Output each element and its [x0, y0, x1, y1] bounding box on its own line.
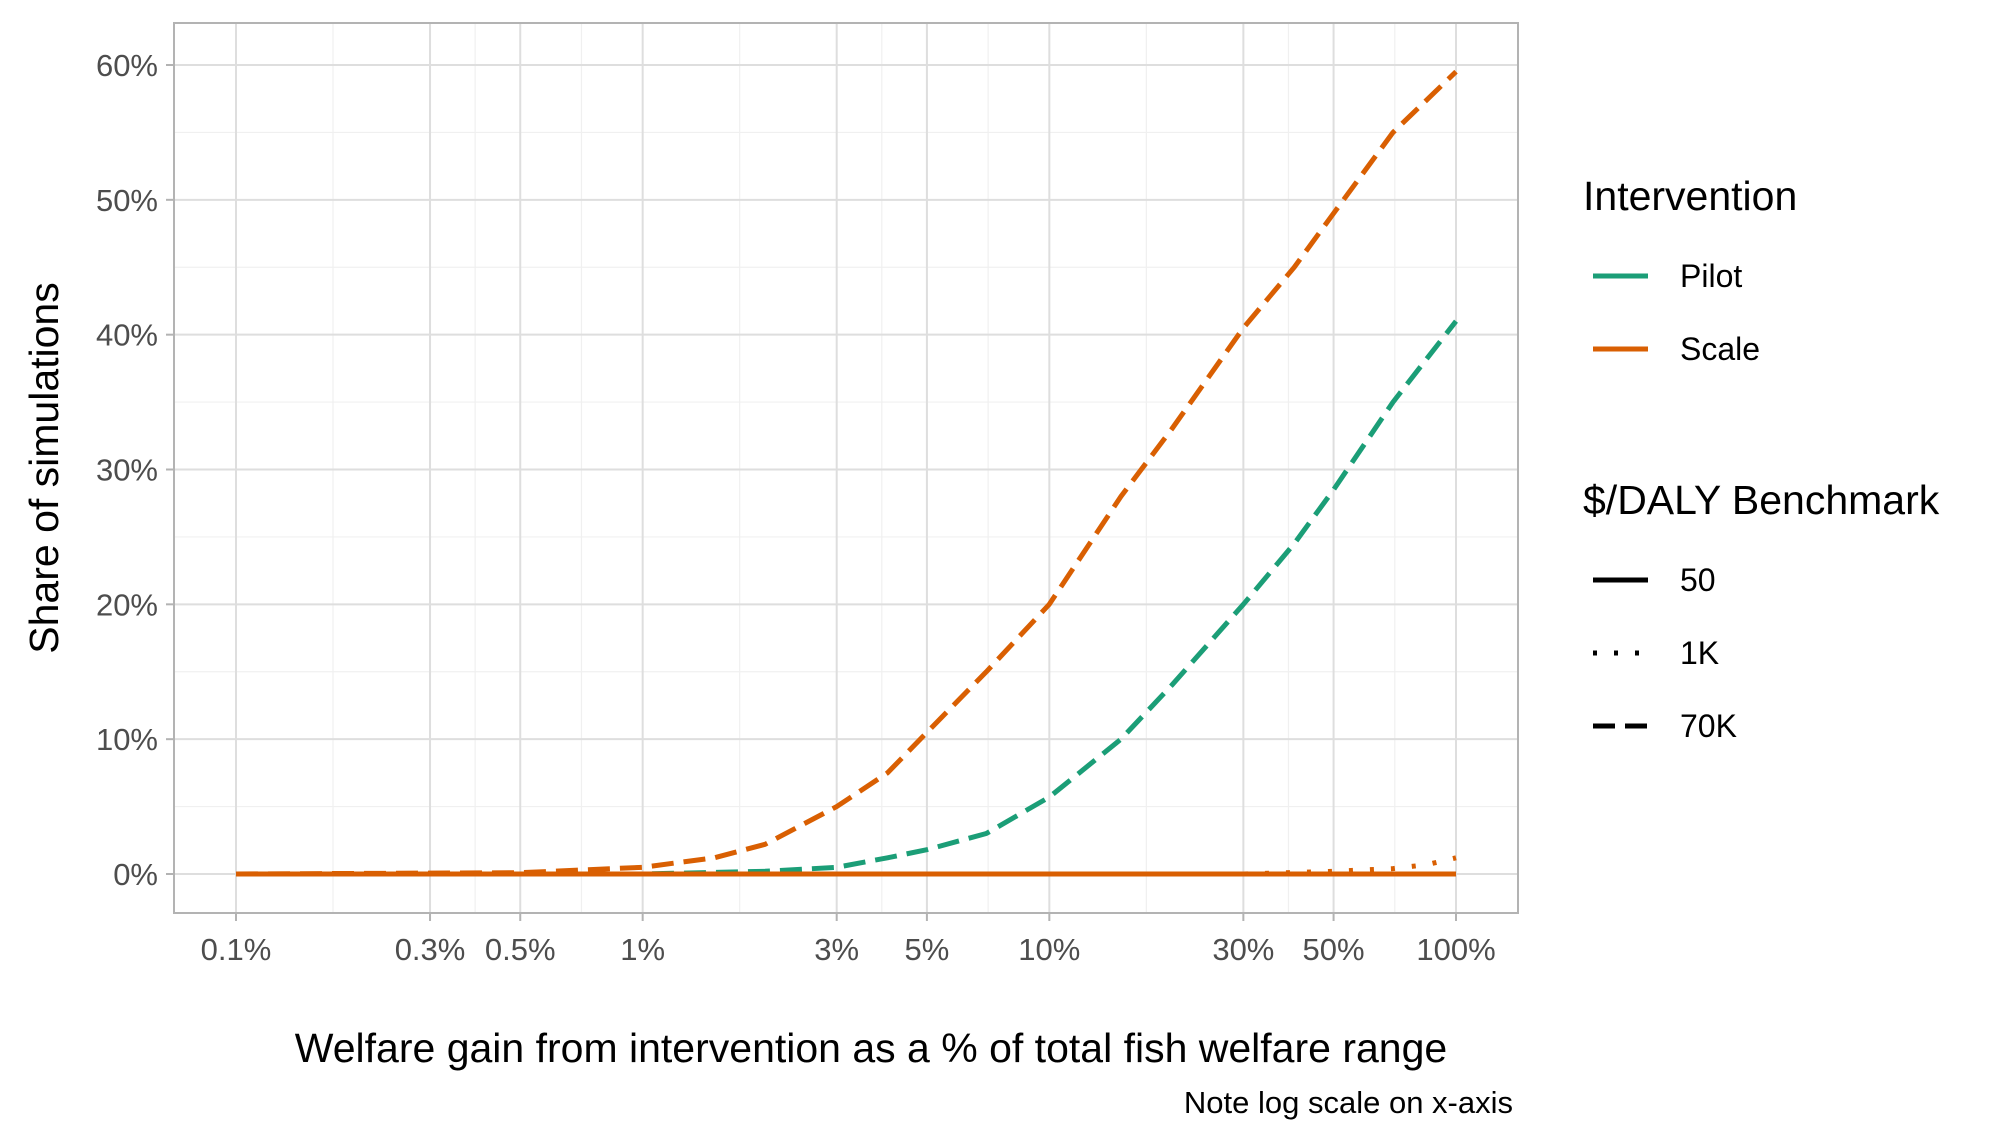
x-tick-label: 0.5%	[485, 932, 556, 967]
legend-title-benchmark: $/DALY Benchmark	[1583, 477, 1940, 523]
y-tick-label: 30%	[96, 453, 158, 488]
x-tick-label: 0.3%	[395, 932, 466, 967]
caption: Note log scale on x-axis	[1184, 1085, 1513, 1120]
x-tick-label: 5%	[905, 932, 950, 967]
x-tick-label: 3%	[814, 932, 859, 967]
x-axis-title: Welfare gain from intervention as a % of…	[295, 1025, 1447, 1071]
x-tick-label: 50%	[1303, 932, 1365, 967]
legend-label-70k: 70K	[1680, 708, 1737, 744]
x-axis-ticks: 0.1% 0.3% 0.5% 1% 3% 5% 10% 30% 50% 100%	[201, 913, 1496, 967]
x-tick-label: 100%	[1416, 932, 1495, 967]
legend-benchmark: $/DALY Benchmark 50 1K 70K	[1583, 477, 1940, 744]
x-tick-label: 10%	[1018, 932, 1080, 967]
y-tick-label: 50%	[96, 183, 158, 218]
x-tick-label: 30%	[1212, 932, 1274, 967]
y-tick-label: 60%	[96, 48, 158, 83]
y-axis-ticks: 0% 10% 20% 30% 40% 50% 60%	[96, 48, 174, 892]
legend-title-intervention: Intervention	[1583, 173, 1797, 219]
series-layer	[235, 69, 1458, 877]
legend-label-1k: 1K	[1680, 635, 1719, 671]
series-line-scale-70k	[235, 69, 1458, 877]
x-tick-label: 0.1%	[201, 932, 272, 967]
legend-label-50: 50	[1680, 562, 1716, 598]
y-tick-label: 40%	[96, 318, 158, 353]
legend-label-pilot: Pilot	[1680, 258, 1742, 294]
y-tick-label: 20%	[96, 587, 158, 622]
panel-border	[173, 22, 1519, 914]
legend-intervention: Intervention Pilot Scale	[1583, 173, 1797, 367]
x-tick-label: 1%	[620, 932, 665, 967]
y-tick-label: 10%	[96, 722, 158, 757]
y-axis-title: Share of simulations	[21, 282, 67, 653]
y-tick-label: 0%	[113, 857, 158, 892]
legend-label-scale: Scale	[1680, 331, 1760, 367]
